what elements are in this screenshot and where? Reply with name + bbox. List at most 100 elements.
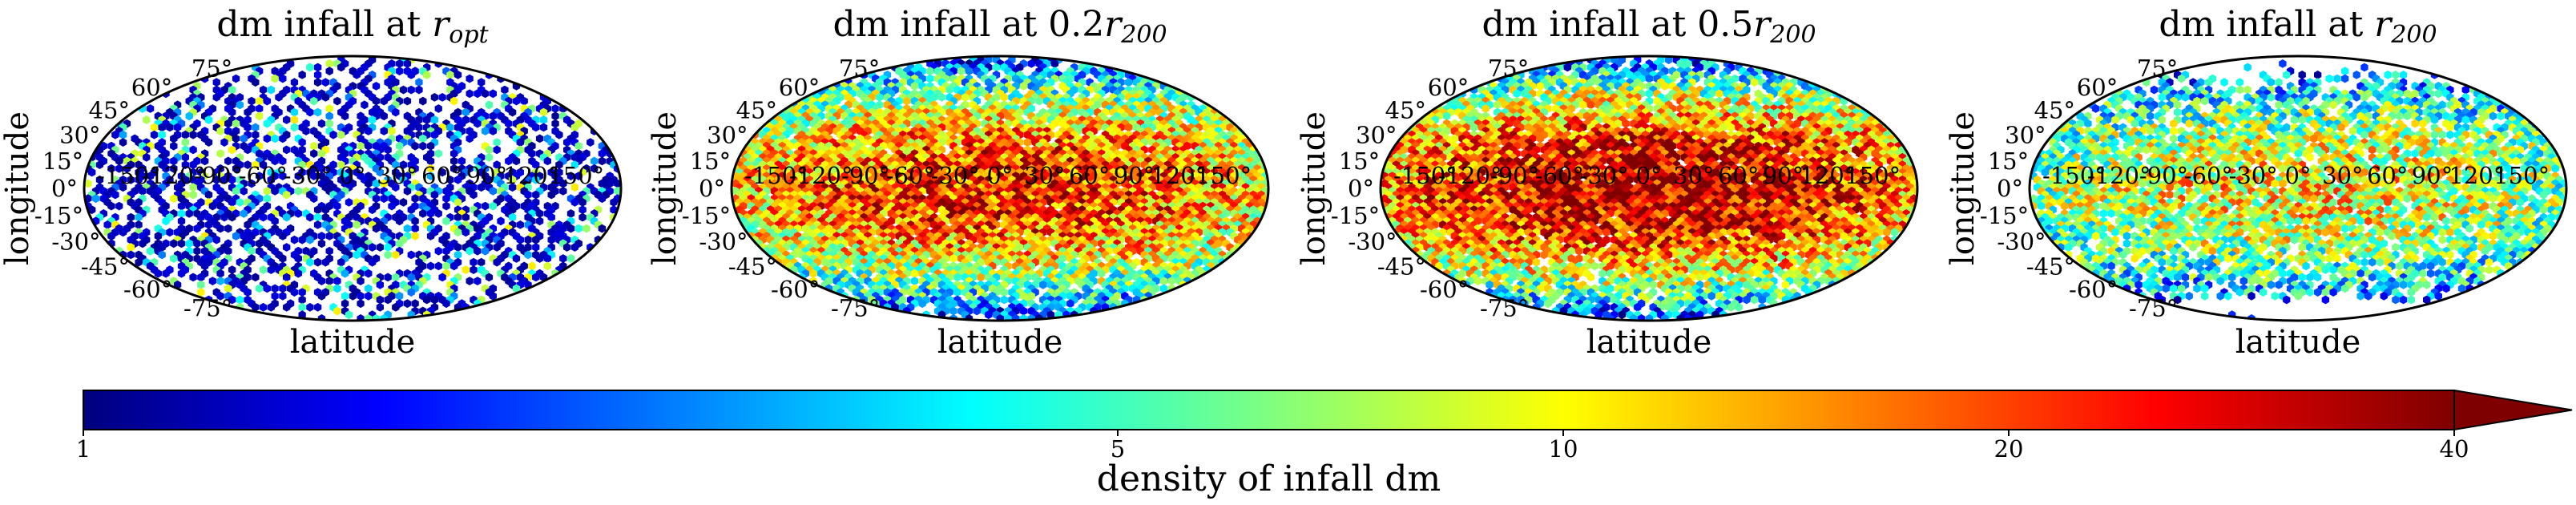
- colorbar-gradient: [83, 390, 2454, 430]
- y-tick-label: 15°: [42, 147, 83, 175]
- y-tick-label: 60°: [131, 74, 172, 101]
- colorbar-tick-label: 40: [2440, 435, 2469, 463]
- panel-1: dm infall at ropt-150°-120°-90°-60°-30° 0…: [0, 4, 623, 361]
- x-tick-label: 60°: [1069, 162, 1110, 189]
- x-tick-label: -90°: [1490, 162, 1539, 189]
- x-tick-label: 60°: [1718, 162, 1759, 189]
- x-tick-label: 30°: [377, 162, 417, 189]
- y-tick-label: 60°: [779, 74, 820, 101]
- y-tick-label: -60°: [771, 276, 820, 303]
- y-tick-label: 0°: [1997, 175, 2023, 202]
- x-tick-label: -60°: [239, 162, 288, 189]
- y-tick-label: -60°: [123, 276, 172, 303]
- x-tick-label: 150°: [2493, 162, 2550, 189]
- y-tick-label: -75°: [1480, 294, 1529, 321]
- x-tick-label: -30°: [2229, 162, 2278, 189]
- y-tick-label: 15°: [690, 147, 731, 175]
- x-tick-label: 60°: [421, 162, 462, 189]
- x-tick-label: -150°: [1393, 162, 1457, 189]
- y-tick-label: 30°: [707, 121, 748, 148]
- x-tick-label: -60°: [886, 162, 935, 189]
- y-tick-label: -15°: [1980, 202, 2029, 229]
- hexbin-density: [1381, 56, 1917, 321]
- y-tick-label: 60°: [1428, 74, 1469, 101]
- colorbar-label: density of infall dm: [1097, 459, 1441, 499]
- panel-3: dm infall at 0.5r200 -150°-120°-90° -60° -3…: [1296, 4, 1919, 361]
- y-tick-label: -30°: [51, 228, 100, 256]
- colorbar-tick-label: 10: [1549, 435, 1578, 463]
- y-tick-label: -45°: [81, 253, 130, 281]
- y-tick-label: 75°: [191, 55, 232, 83]
- y-tick-label: 15°: [1988, 147, 2029, 175]
- y-tick-label: 30°: [1356, 121, 1397, 148]
- y-tick-label: -30°: [1348, 228, 1397, 256]
- y-tick-label: 45°: [89, 96, 130, 123]
- x-tick-label: -90°: [2139, 162, 2188, 189]
- x-tick-label: 90°: [466, 162, 507, 189]
- y-tick-label: 15°: [1339, 147, 1380, 175]
- y-tick-label: -60°: [1420, 276, 1469, 303]
- y-tick-label: -75°: [831, 294, 880, 321]
- x-axis-label: latitude: [937, 324, 1063, 361]
- x-tick-label: 150°: [548, 162, 604, 189]
- panel-4: dm infall at r200-150°-120°-90°-60°-30° 0…: [1945, 4, 2568, 361]
- x-tick-label: -120°: [142, 162, 206, 189]
- colorbar: 1 5 10 20 40 density of infall dm: [76, 389, 2573, 499]
- x-tick-label: -90°: [841, 162, 890, 189]
- y-tick-label: -30°: [699, 228, 748, 256]
- x-axis-label: latitude: [2235, 324, 2361, 361]
- x-tick-label: -30°: [931, 162, 980, 189]
- panel-2: dm infall at 0.2r200-150°-120°-90°-60°-3…: [647, 4, 1270, 361]
- x-tick-label: -120°: [789, 162, 853, 189]
- hexbin-density: [2030, 59, 2566, 321]
- x-tick-label: 120°: [1800, 162, 1856, 189]
- panel-title: dm infall at r200: [2159, 4, 2437, 49]
- x-tick-label: 150°: [1844, 162, 1901, 189]
- x-tick-label: 90°: [2412, 162, 2453, 189]
- x-tick-label: -90°: [194, 162, 243, 189]
- x-tick-label: 0°: [2285, 162, 2312, 189]
- x-tick-label: -150°: [744, 162, 808, 189]
- x-tick-label: 120°: [2449, 162, 2505, 189]
- x-axis-label: latitude: [290, 324, 416, 361]
- x-tick-label: -30°: [1580, 162, 1629, 189]
- y-axis-label: longitude: [1945, 111, 1981, 265]
- y-tick-label: 45°: [2034, 96, 2075, 123]
- y-tick-label: -45°: [2026, 253, 2075, 281]
- x-tick-label: 90°: [1114, 162, 1155, 189]
- x-tick-label: 30°: [1673, 162, 1714, 189]
- y-tick-label: 75°: [839, 55, 880, 83]
- x-tick-label: -30°: [284, 162, 333, 189]
- y-axis-label: longitude: [647, 111, 683, 265]
- colorbar-extend-arrow: [2453, 389, 2573, 431]
- x-tick-label: 0°: [987, 162, 1014, 189]
- y-tick-label: -60°: [2069, 276, 2118, 303]
- y-axis-label: longitude: [0, 111, 36, 265]
- x-tick-label: -120°: [1438, 162, 1502, 189]
- x-tick-label: 60°: [2367, 162, 2408, 189]
- y-tick-label: 0°: [699, 175, 725, 202]
- x-tick-label: 150°: [1195, 162, 1252, 189]
- y-tick-label: -45°: [728, 253, 777, 281]
- y-tick-label: 0°: [51, 175, 78, 202]
- y-tick-label: -75°: [183, 294, 232, 321]
- colorbar-tick-label: 5: [1111, 435, 1125, 463]
- colorbar-tick-label: 1: [76, 435, 91, 463]
- map-outline: [730, 55, 1270, 322]
- panel-title: dm infall at 0.5r200: [1482, 4, 1816, 49]
- y-tick-label: 75°: [1488, 55, 1529, 83]
- y-axis-label: longitude: [1296, 111, 1332, 265]
- y-tick-label: 30°: [2005, 121, 2046, 148]
- x-tick-label: -150°: [2042, 162, 2106, 189]
- y-tick-label: 30°: [59, 121, 100, 148]
- y-tick-label: -15°: [1331, 202, 1380, 229]
- x-tick-label: -60°: [2184, 162, 2233, 189]
- map-outline: [2028, 55, 2568, 322]
- y-tick-label: 45°: [736, 96, 777, 123]
- panel-title: dm infall at 0.2r200: [832, 4, 1167, 49]
- x-tick-label: 0°: [340, 162, 366, 189]
- map-outline: [1379, 55, 1919, 322]
- y-tick-label: 0°: [1348, 175, 1374, 202]
- colorbar-frame: [83, 390, 2455, 430]
- x-tick-label: 0°: [1636, 162, 1663, 189]
